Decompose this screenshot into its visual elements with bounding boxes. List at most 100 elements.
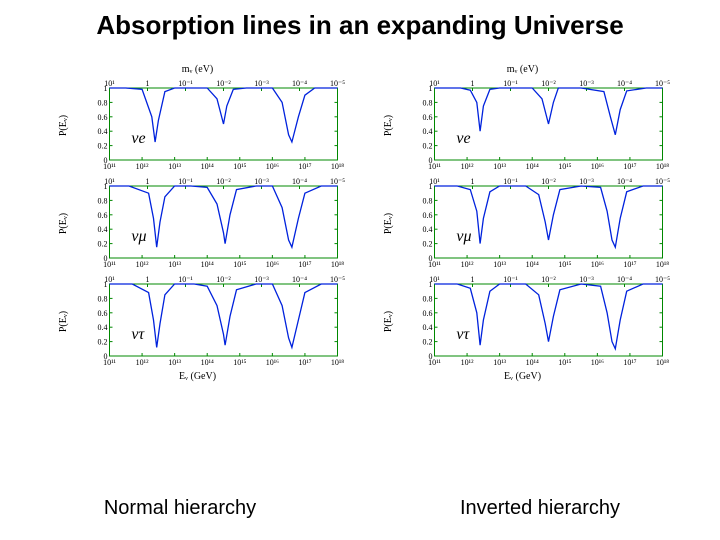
flavor-label: ντ — [131, 326, 144, 344]
caption-inverted: Inverted hierarchy — [360, 497, 720, 520]
top-tick-label: 10⁻⁵ — [330, 275, 345, 284]
caption-row: Normal hierarchy Inverted hierarchy — [0, 497, 720, 520]
x-tick-label: 10¹⁵ — [558, 358, 571, 367]
chart-panel-container: 00.20.40.60.8110¹¹10¹²10¹³10¹⁴10¹⁵10¹⁶10… — [403, 272, 670, 370]
plot-frame — [435, 186, 663, 258]
slide-title: Absorption lines in an expanding Univers… — [0, 0, 720, 41]
x-tick-label: 10¹⁸ — [656, 260, 669, 269]
x-tick-label: 10¹² — [461, 260, 474, 269]
flavor-label: νμ — [131, 228, 146, 246]
chart-panel-container: 00.20.40.60.8110¹¹10¹²10¹³10¹⁴10¹⁵10¹⁶10… — [78, 272, 345, 370]
x-tick-label: 10¹⁴ — [201, 358, 214, 367]
x-tick-label: 10¹³ — [168, 162, 181, 171]
y-tick-label: 0.2 — [423, 338, 433, 347]
top-tick-label: 10⁻⁵ — [330, 79, 345, 88]
y-tick-label: 0.8 — [98, 98, 108, 107]
x-tick-label: 10¹³ — [493, 162, 506, 171]
x-tick-label: 10¹⁶ — [266, 162, 279, 171]
top-tick-label: 10¹ — [429, 177, 440, 186]
chart-panel-container: 00.20.40.60.8110¹¹10¹²10¹³10¹⁴10¹⁵10¹⁶10… — [78, 174, 345, 272]
y-tick-label: 0.8 — [98, 294, 108, 303]
x-tick-label: 10¹⁸ — [656, 358, 669, 367]
caption-normal: Normal hierarchy — [0, 497, 360, 520]
top-tick-label: 10⁻² — [541, 79, 556, 88]
panel-row: P(Eᵥ)00.20.40.60.8110¹¹10¹²10¹³10¹⁴10¹⁵1… — [375, 272, 670, 370]
y-tick-label: 0.4 — [423, 225, 433, 234]
chart-panel-container: 00.20.40.60.8110¹¹10¹²10¹³10¹⁴10¹⁵10¹⁶10… — [78, 76, 345, 174]
top-axis-label-left: mᵥ (eV) — [50, 65, 345, 75]
top-tick-label: 10⁻² — [216, 79, 231, 88]
top-axis-label-right: mᵥ (eV) — [375, 65, 670, 75]
plot-frame — [435, 284, 663, 356]
top-tick-label: 10⁻⁵ — [330, 177, 345, 186]
plot-frame — [110, 284, 338, 356]
flavor-label: νe — [131, 130, 145, 148]
y-axis-label: P(Eᵥ) — [375, 272, 403, 370]
x-tick-label: 10¹⁸ — [331, 162, 344, 171]
x-tick-label: 10¹⁴ — [201, 260, 214, 269]
x-tick-label: 10¹⁴ — [526, 162, 539, 171]
panel-row: P(Eᵥ)00.20.40.60.8110¹¹10¹²10¹³10¹⁴10¹⁵1… — [375, 174, 670, 272]
data-line — [435, 88, 663, 135]
top-tick-label: 10⁻¹ — [178, 177, 193, 186]
x-tick-label: 10¹⁵ — [558, 162, 571, 171]
top-tick-label: 10⁻⁵ — [655, 177, 670, 186]
top-tick-label: 10⁻² — [541, 177, 556, 186]
x-tick-label: 10¹⁶ — [591, 358, 604, 367]
x-tick-label: 10¹⁵ — [233, 260, 246, 269]
x-tick-label: 10¹¹ — [428, 162, 441, 171]
chart-panel: 00.20.40.60.8110¹¹10¹²10¹³10¹⁴10¹⁵10¹⁶10… — [403, 174, 670, 272]
top-tick-label: 10¹ — [104, 275, 115, 284]
y-tick-label: 0.6 — [98, 211, 108, 220]
x-tick-label: 10¹⁵ — [558, 260, 571, 269]
x-tick-label: 10¹⁴ — [201, 162, 214, 171]
top-tick-label: 10⁻¹ — [503, 275, 518, 284]
top-tick-label: 10⁻¹ — [178, 79, 193, 88]
flavor-label: νe — [456, 130, 470, 148]
x-tick-label: 10¹⁷ — [623, 260, 636, 269]
top-tick-label: 10⁻¹ — [503, 79, 518, 88]
x-tick-label: 10¹⁷ — [298, 358, 311, 367]
x-tick-label: 10¹² — [461, 358, 474, 367]
top-tick-label: 10⁻⁵ — [655, 275, 670, 284]
x-tick-label: 10¹⁶ — [591, 260, 604, 269]
top-tick-label: 1 — [471, 275, 475, 284]
x-tick-label: 10¹⁶ — [266, 358, 279, 367]
top-tick-label: 10⁻⁴ — [617, 275, 632, 284]
panel-row: P(Eᵥ)00.20.40.60.8110¹¹10¹²10¹³10¹⁴10¹⁵1… — [50, 76, 345, 174]
bottom-axis-label-right: Eᵥ (GeV) — [375, 371, 670, 382]
top-tick-label: 10⁻³ — [254, 177, 269, 186]
x-tick-label: 10¹⁷ — [298, 162, 311, 171]
y-tick-label: 0.8 — [423, 196, 433, 205]
top-tick-label: 10⁻² — [216, 275, 231, 284]
column-normal: mᵥ (eV) P(Eᵥ)00.20.40.60.8110¹¹10¹²10¹³1… — [50, 65, 345, 435]
top-tick-label: 10⁻⁵ — [655, 79, 670, 88]
top-tick-label: 1 — [471, 79, 475, 88]
x-tick-label: 10¹² — [136, 260, 149, 269]
flavor-label: νμ — [456, 228, 471, 246]
chart-panel: 00.20.40.60.8110¹¹10¹²10¹³10¹⁴10¹⁵10¹⁶10… — [403, 272, 670, 370]
figure-grid: mᵥ (eV) P(Eᵥ)00.20.40.60.8110¹¹10¹²10¹³1… — [50, 65, 670, 435]
column-inverted: mᵥ (eV) P(Eᵥ)00.20.40.60.8110¹¹10¹²10¹³1… — [375, 65, 670, 435]
chart-panel-container: 00.20.40.60.8110¹¹10¹²10¹³10¹⁴10¹⁵10¹⁶10… — [403, 174, 670, 272]
y-tick-label: 0.6 — [423, 113, 433, 122]
chart-panel-container: 00.20.40.60.8110¹¹10¹²10¹³10¹⁴10¹⁵10¹⁶10… — [403, 76, 670, 174]
y-tick-label: 0.2 — [98, 142, 108, 151]
x-tick-label: 10¹¹ — [103, 358, 116, 367]
top-tick-label: 10⁻³ — [579, 275, 594, 284]
x-tick-label: 10¹⁷ — [623, 162, 636, 171]
top-tick-label: 10⁻² — [541, 275, 556, 284]
x-tick-label: 10¹¹ — [103, 162, 116, 171]
top-tick-label: 10⁻³ — [579, 177, 594, 186]
x-tick-label: 10¹¹ — [428, 358, 441, 367]
y-tick-label: 0.6 — [98, 113, 108, 122]
y-axis-label: P(Eᵥ) — [50, 272, 78, 370]
y-axis-label: P(Eᵥ) — [50, 174, 78, 272]
top-tick-label: 10¹ — [429, 79, 440, 88]
x-tick-label: 10¹³ — [493, 358, 506, 367]
x-tick-label: 10¹⁴ — [526, 260, 539, 269]
x-tick-label: 10¹² — [136, 162, 149, 171]
x-tick-label: 10¹⁸ — [331, 260, 344, 269]
top-tick-label: 1 — [146, 79, 150, 88]
flavor-label: ντ — [456, 326, 469, 344]
